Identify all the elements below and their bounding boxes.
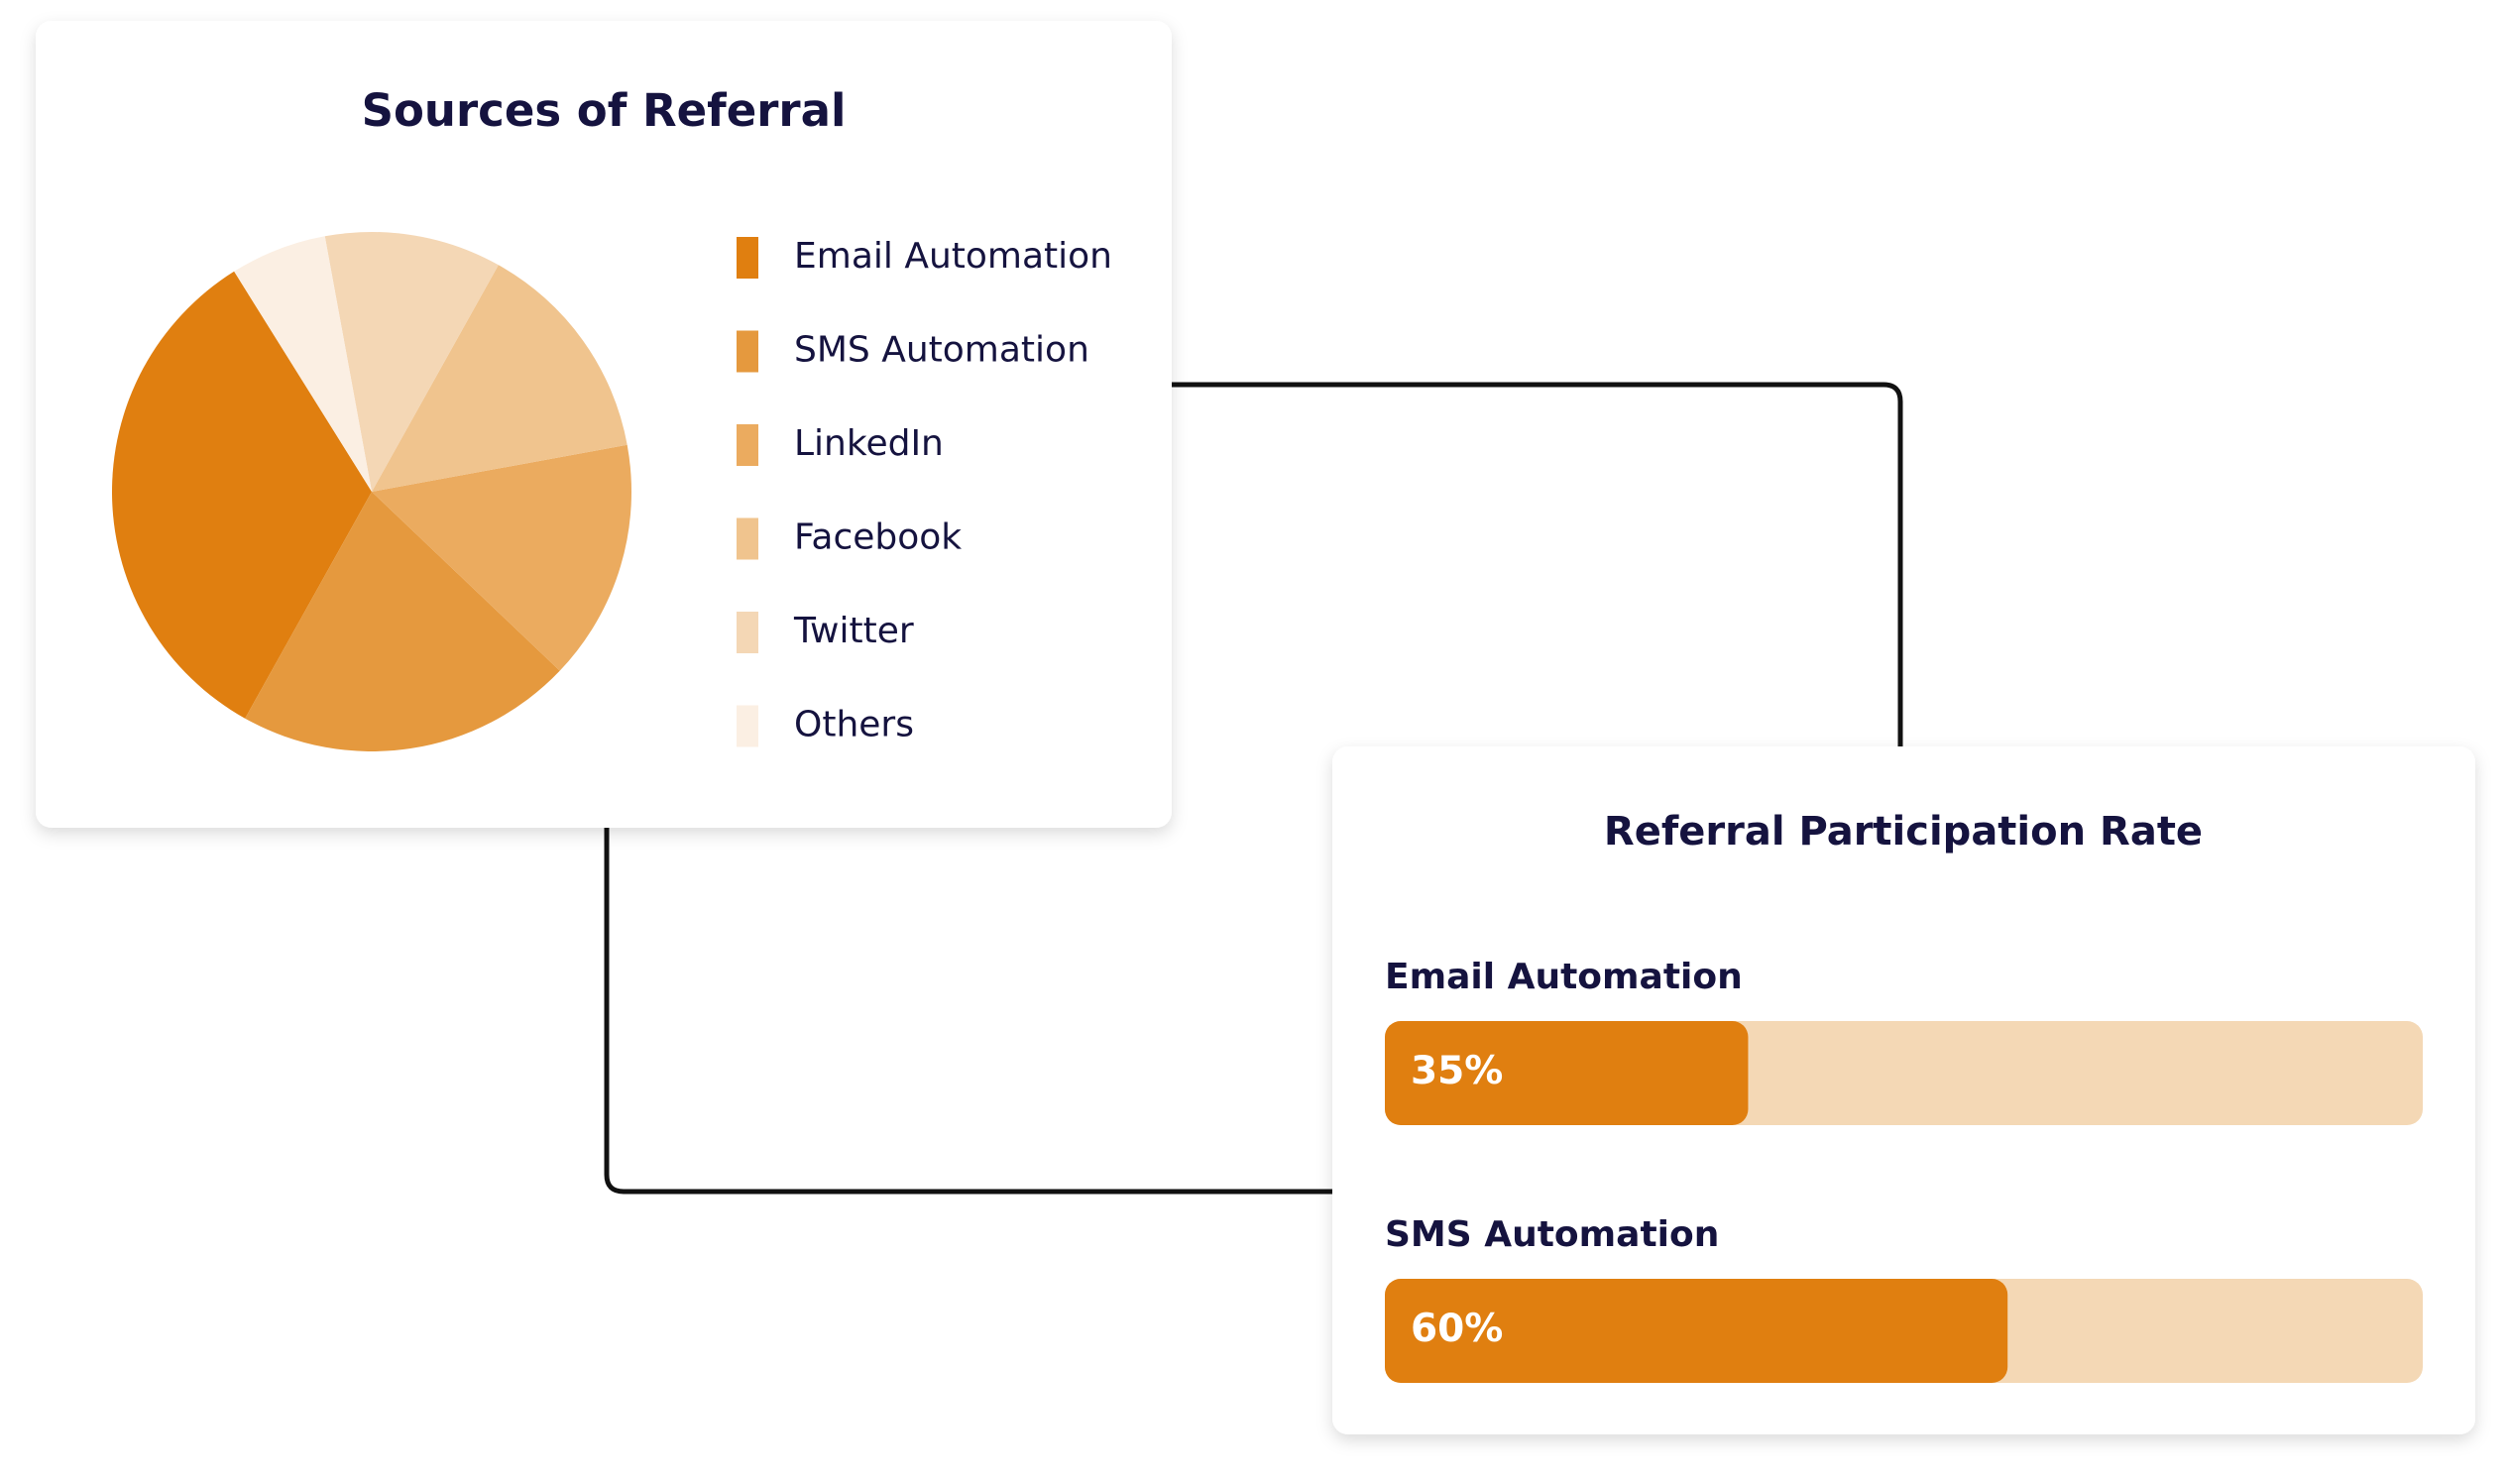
legend-swatch xyxy=(737,424,758,466)
legend-swatch xyxy=(737,517,758,560)
pie-slice xyxy=(324,232,499,493)
legend-label: LinkedIn xyxy=(794,423,944,464)
pie-slice xyxy=(234,236,372,493)
legend-swatch xyxy=(737,612,758,653)
pie-slice xyxy=(245,492,560,751)
bar-category: Email Automation xyxy=(1385,957,1743,997)
legend-swatch xyxy=(737,705,758,747)
legend-label: SMS Automation xyxy=(794,330,1089,371)
chart-title: Referral Participation Rate xyxy=(1604,809,2203,855)
connector xyxy=(604,828,1332,1195)
pie-slice xyxy=(372,265,628,492)
bar-category: SMS Automation xyxy=(1385,1214,1719,1255)
legend-label: Others xyxy=(794,705,914,745)
legend-swatch xyxy=(737,237,758,279)
legend-label: Twitter xyxy=(793,611,914,651)
value-label: 60% xyxy=(1411,1307,1503,1351)
legend-label: Email Automation xyxy=(794,236,1112,277)
bar xyxy=(1385,1021,1749,1125)
bar xyxy=(1385,1279,2008,1383)
pie-slice xyxy=(372,444,632,671)
chart-title: Sources of Referral xyxy=(362,84,847,137)
legend-swatch xyxy=(737,330,758,373)
pie-slice xyxy=(112,271,372,719)
legend-label: Facebook xyxy=(794,517,962,558)
value-label: 35% xyxy=(1411,1049,1503,1093)
connector xyxy=(1172,382,1903,746)
